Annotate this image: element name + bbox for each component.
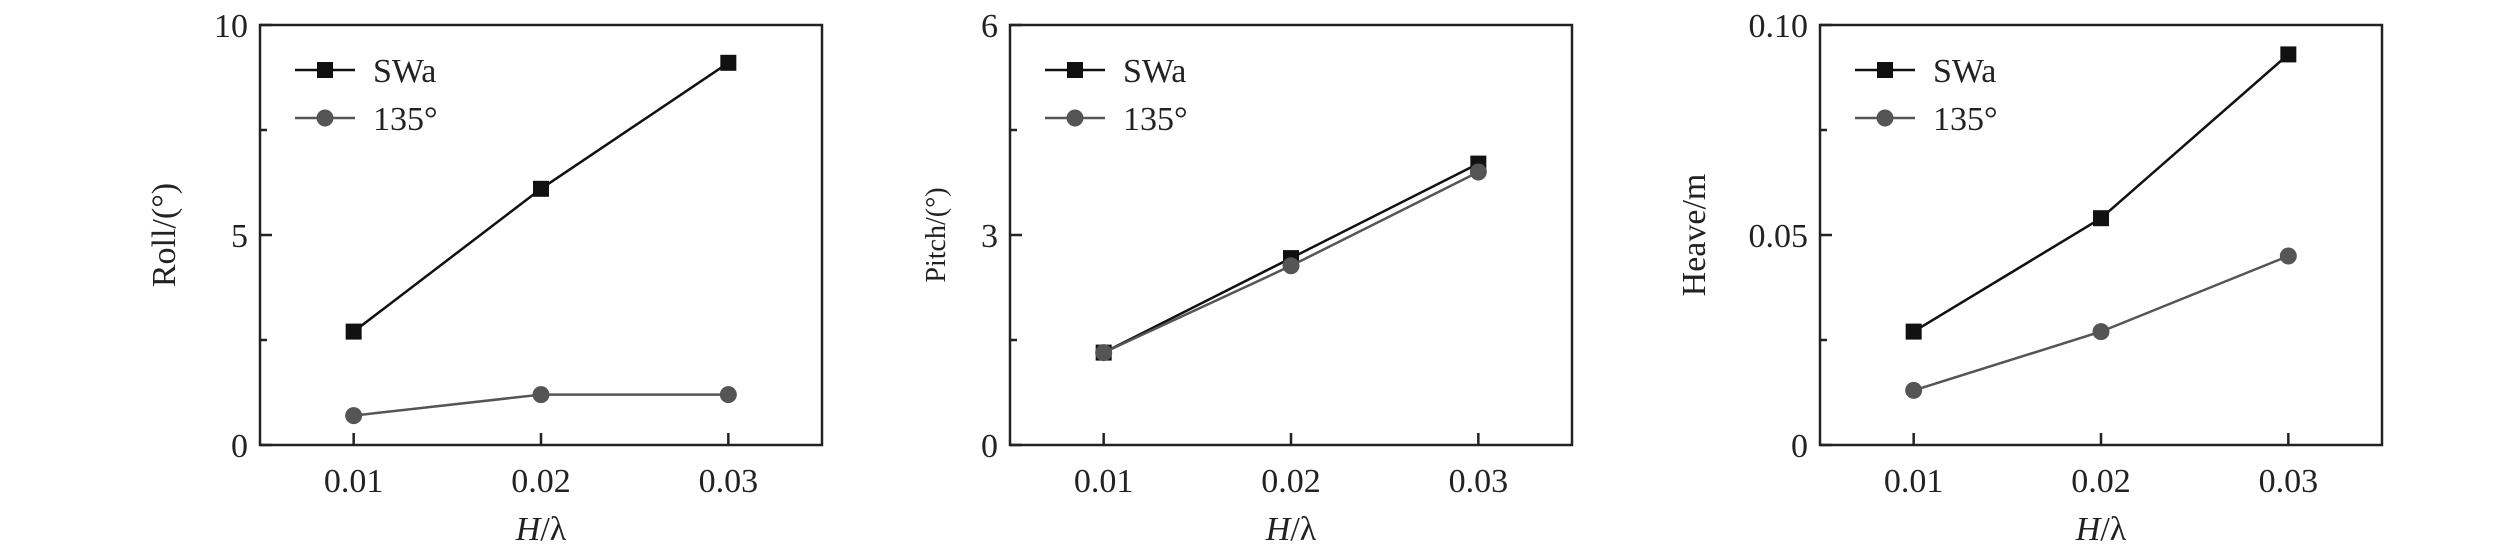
x-axis-label-italic: H [1265,511,1293,546]
x-tick-label: 0.01 [1074,463,1134,500]
x-axis-label: H/λ [2075,511,2127,546]
data-point-swa [345,323,362,340]
legend-marker-square [317,62,333,78]
legend-label: SWa [1123,53,1186,90]
y-tick-label: 0 [1791,428,1808,465]
legend-marker-square [1067,62,1083,78]
legend-label: SWa [373,53,436,90]
data-point-135 [1469,163,1487,181]
chart-panel-1: 0 5 10 0.01 0.02 0.03 H/λ Roll/(°) SWa 135° [146,8,824,546]
data-point-135 [532,386,550,404]
x-axis-label-rest: /λ [2100,511,2126,546]
chart-panel-3: 0 0.05 0.10 0.01 0.02 0.03 H/λ Heave/m SWa 135° [1676,8,2384,546]
data-point-swa [2280,46,2297,63]
plot-frame [258,23,824,447]
y-tick-label: 6 [981,8,998,45]
x-axis-label-rest: /λ [540,511,566,546]
x-axis-label-rest: /λ [1290,511,1316,546]
x-axis-label-italic: H [2075,511,2103,546]
data-point-135 [1282,257,1300,275]
y-tick-label: 0.05 [1749,218,1809,255]
data-point-135 [1905,381,1923,399]
legend-label: 135° [1123,101,1188,138]
x-tick-label: 0.02 [1261,463,1321,500]
plot-frame [1008,23,1574,447]
data-point-swa [1905,323,1922,340]
x-tick-label: 0.02 [511,463,571,500]
data-point-swa [2093,210,2109,227]
chart-panel-2: 0 3 6 0.01 0.02 0.03 H/λ Pitch/(°) SWa 135° [921,8,1574,546]
y-tick-label: 5 [231,218,248,255]
data-point-135 [2279,247,2297,265]
data-point-135 [345,407,363,425]
x-axis-label: H/λ [1265,511,1317,546]
data-point-135 [719,386,737,404]
y-axis-label: Roll/(°) [146,183,183,287]
data-point-swa [720,54,737,71]
x-tick-label: 0.03 [2259,463,2319,500]
y-axis-label: Pitch/(°) [921,187,952,282]
data-point-135 [2092,323,2110,341]
y-tick-label: 0 [231,428,248,465]
y-tick-label: 10 [214,8,248,45]
x-tick-label: 0.03 [699,463,759,500]
x-tick-label: 0.02 [2071,463,2131,500]
legend-label: 135° [373,101,438,138]
legend-marker-square [1877,62,1893,78]
data-point-swa [533,180,549,197]
plot-frame [1818,23,2384,447]
data-point-135 [1095,344,1113,362]
legend-marker-circle [316,109,334,127]
y-tick-label: 0 [981,428,998,465]
y-tick-label: 0.10 [1749,8,1809,45]
y-axis-label: Heave/m [1676,174,1713,297]
x-axis-label: H/λ [515,511,567,546]
legend-marker-circle [1066,109,1084,127]
x-tick-label: 0.01 [324,463,384,500]
legend-marker-circle [1876,109,1894,127]
series-line-swa [1913,53,2290,333]
legend-label: 135° [1933,101,1998,138]
legend-label: SWa [1933,53,1996,90]
x-tick-label: 0.01 [1884,463,1944,500]
y-tick-label: 3 [981,218,998,255]
x-tick-label: 0.03 [1449,463,1509,500]
x-axis-label-italic: H [515,511,543,546]
